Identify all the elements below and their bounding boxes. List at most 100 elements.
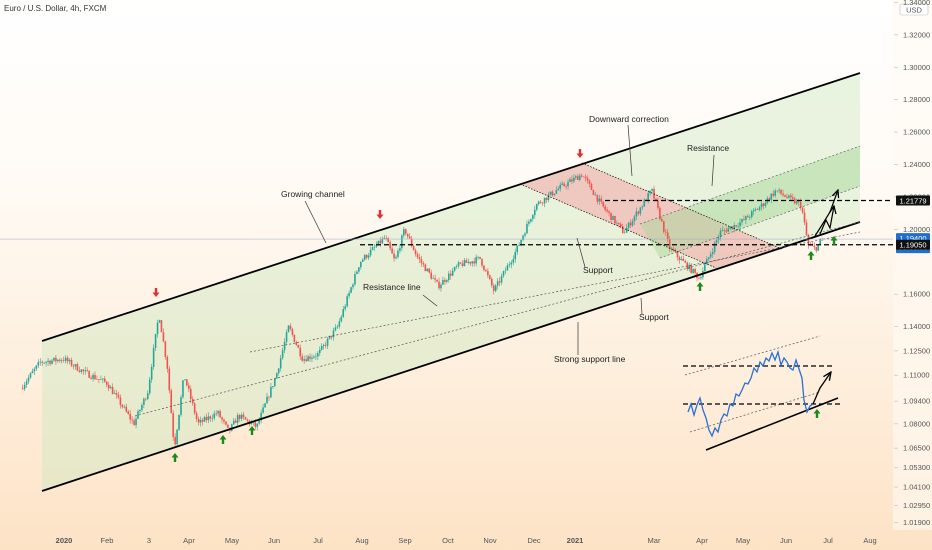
candle-body (94, 374, 96, 380)
candle-body (537, 201, 540, 205)
candle-body (633, 216, 636, 222)
candle-body (606, 209, 608, 212)
x-tick-label: Aug (355, 536, 368, 545)
candle-body (360, 261, 362, 268)
candle-body (819, 240, 821, 245)
inset-price-line (687, 349, 814, 438)
x-tick-label: Apr (183, 536, 195, 545)
candle-body (242, 414, 245, 418)
candle-body (189, 388, 192, 399)
candle-body (813, 245, 816, 248)
candle-body (627, 222, 630, 228)
candle-body (664, 231, 667, 233)
candle-body (483, 265, 485, 271)
candle-body (31, 371, 34, 374)
candle-body (371, 247, 374, 250)
x-tick-label: Dec (527, 536, 541, 545)
time-axis[interactable]: 2020 Feb 3 Apr May Jun Jul Aug Sep Oct Nov Dec 2021 M… (56, 536, 877, 545)
candle-body (788, 195, 790, 198)
candle-body (385, 238, 388, 239)
candle-body (760, 203, 763, 208)
candle-body (176, 429, 178, 445)
price-tag-resistance[interactable]: 1.21779 (896, 195, 930, 206)
y-tick-label: 1.09400 (903, 397, 930, 406)
candle-body (266, 396, 268, 404)
candle-body (481, 258, 483, 266)
candle-body (78, 370, 81, 372)
candle-body (287, 325, 290, 333)
y-tick-label: 1.04100 (903, 483, 930, 492)
candle-body (461, 263, 464, 267)
candle-body (608, 211, 610, 213)
candle-body (565, 185, 567, 187)
candle-body (676, 251, 679, 258)
candle-body (639, 207, 642, 214)
candle-body (621, 226, 624, 234)
candle-body (768, 198, 771, 200)
candle-body (516, 245, 518, 253)
candle-body (203, 417, 206, 422)
candle-body (72, 365, 75, 367)
candle-body (363, 254, 366, 260)
price-axis[interactable]: USD 1.01900 1.02950 1.04100 1.05300 1.06500 1… (893, 0, 932, 530)
candle-body (207, 416, 210, 420)
candle-body (264, 403, 266, 408)
candle-body (430, 272, 432, 279)
candle-body (148, 379, 151, 394)
candle-body (506, 265, 509, 271)
candle-body (57, 359, 59, 362)
candle-body (213, 413, 216, 419)
candle-body (455, 266, 458, 267)
candle-body (301, 356, 303, 361)
candle-body (215, 413, 217, 415)
candle-body (543, 197, 546, 204)
candle-body (358, 267, 360, 272)
candle-body (659, 207, 661, 219)
candle-body (795, 201, 798, 204)
candle-body (389, 242, 391, 249)
candle-body (137, 411, 139, 419)
candle-body (217, 411, 219, 414)
candle-body (533, 209, 536, 216)
candle-body (365, 254, 368, 258)
candle-body (195, 413, 198, 420)
candle-body (756, 209, 759, 210)
price-tag-text: 1.21779 (899, 197, 926, 206)
x-tick-label: Sep (398, 536, 411, 545)
candle-body (602, 201, 605, 207)
candle-body (549, 191, 552, 195)
x-tick-label: Aug (863, 536, 876, 545)
x-tick-label: Jun (268, 536, 280, 545)
candle-body (35, 365, 38, 369)
candle-body (25, 381, 28, 385)
resistance-line (134, 221, 861, 417)
candle-body (232, 420, 235, 425)
price-tag-support[interactable]: 1.19050 (896, 239, 930, 250)
candle-body (803, 212, 806, 223)
candle-body (776, 190, 778, 192)
candle-body (743, 219, 745, 221)
y-tick-label: 1.14000 (903, 322, 930, 331)
currency-badge[interactable] (899, 3, 929, 16)
candle-body (471, 261, 474, 264)
candle-body (422, 262, 425, 265)
candle-body (66, 357, 69, 362)
candle-body (485, 270, 487, 272)
candle-body (172, 413, 174, 437)
candle-body (526, 223, 528, 234)
candle-body (275, 373, 278, 379)
candle-body (655, 198, 657, 201)
candle-body (133, 420, 135, 426)
candle-body (117, 394, 120, 398)
candle-body (262, 407, 264, 413)
candle-body (446, 280, 448, 282)
candle-body (774, 190, 777, 196)
candle-body (662, 221, 665, 232)
candle-body (569, 179, 571, 182)
candle-body (121, 404, 124, 408)
candle-body (735, 225, 737, 227)
candle-body (143, 398, 145, 405)
candle-body (715, 240, 718, 243)
candle-body (707, 257, 710, 260)
